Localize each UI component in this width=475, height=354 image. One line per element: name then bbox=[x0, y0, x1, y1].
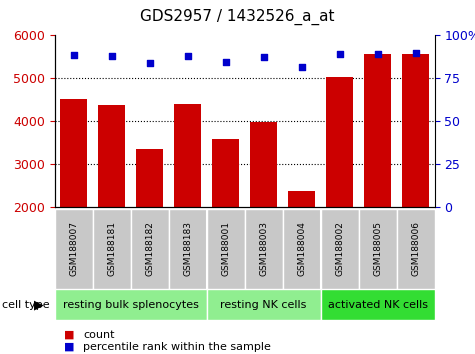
Text: ■: ■ bbox=[64, 330, 75, 339]
Point bbox=[146, 60, 153, 66]
Text: GSM188181: GSM188181 bbox=[107, 221, 116, 276]
FancyBboxPatch shape bbox=[93, 209, 131, 289]
FancyBboxPatch shape bbox=[397, 209, 435, 289]
Point bbox=[298, 64, 305, 70]
Bar bbox=[288, 191, 315, 207]
Text: resting NK cells: resting NK cells bbox=[220, 300, 307, 310]
Text: GDS2957 / 1432526_a_at: GDS2957 / 1432526_a_at bbox=[140, 9, 335, 25]
FancyBboxPatch shape bbox=[245, 209, 283, 289]
Text: resting bulk splenocytes: resting bulk splenocytes bbox=[63, 300, 199, 310]
Point bbox=[108, 53, 115, 59]
Text: GSM188004: GSM188004 bbox=[297, 221, 306, 276]
Bar bbox=[174, 104, 201, 207]
Bar bbox=[212, 139, 239, 207]
FancyBboxPatch shape bbox=[55, 289, 207, 320]
Bar bbox=[250, 122, 277, 207]
Text: percentile rank within the sample: percentile rank within the sample bbox=[83, 342, 271, 352]
Text: GSM188003: GSM188003 bbox=[259, 221, 268, 276]
Point bbox=[336, 51, 343, 57]
Bar bbox=[136, 149, 163, 207]
Text: activated NK cells: activated NK cells bbox=[328, 300, 428, 310]
Point bbox=[412, 50, 419, 56]
Point bbox=[374, 51, 381, 57]
Bar bbox=[98, 105, 125, 207]
Text: cell type: cell type bbox=[2, 300, 50, 310]
Text: GSM188005: GSM188005 bbox=[373, 221, 382, 276]
Bar bbox=[326, 77, 353, 207]
Text: GSM188182: GSM188182 bbox=[145, 221, 154, 276]
Point bbox=[260, 54, 267, 60]
FancyBboxPatch shape bbox=[131, 209, 169, 289]
FancyBboxPatch shape bbox=[207, 209, 245, 289]
Point bbox=[70, 52, 77, 58]
FancyBboxPatch shape bbox=[169, 209, 207, 289]
Bar bbox=[60, 99, 87, 207]
Text: GSM188006: GSM188006 bbox=[411, 221, 420, 276]
Point bbox=[222, 59, 229, 65]
FancyBboxPatch shape bbox=[283, 209, 321, 289]
Bar bbox=[402, 54, 429, 207]
FancyBboxPatch shape bbox=[207, 289, 321, 320]
Text: ▶: ▶ bbox=[34, 298, 44, 311]
Text: GSM188002: GSM188002 bbox=[335, 221, 344, 276]
FancyBboxPatch shape bbox=[359, 209, 397, 289]
Text: GSM188001: GSM188001 bbox=[221, 221, 230, 276]
FancyBboxPatch shape bbox=[321, 209, 359, 289]
Text: GSM188183: GSM188183 bbox=[183, 221, 192, 276]
Text: count: count bbox=[83, 330, 114, 339]
FancyBboxPatch shape bbox=[321, 289, 435, 320]
Text: GSM188007: GSM188007 bbox=[69, 221, 78, 276]
Text: ■: ■ bbox=[64, 342, 75, 352]
FancyBboxPatch shape bbox=[55, 209, 93, 289]
Point bbox=[184, 53, 191, 59]
Bar bbox=[364, 54, 391, 207]
